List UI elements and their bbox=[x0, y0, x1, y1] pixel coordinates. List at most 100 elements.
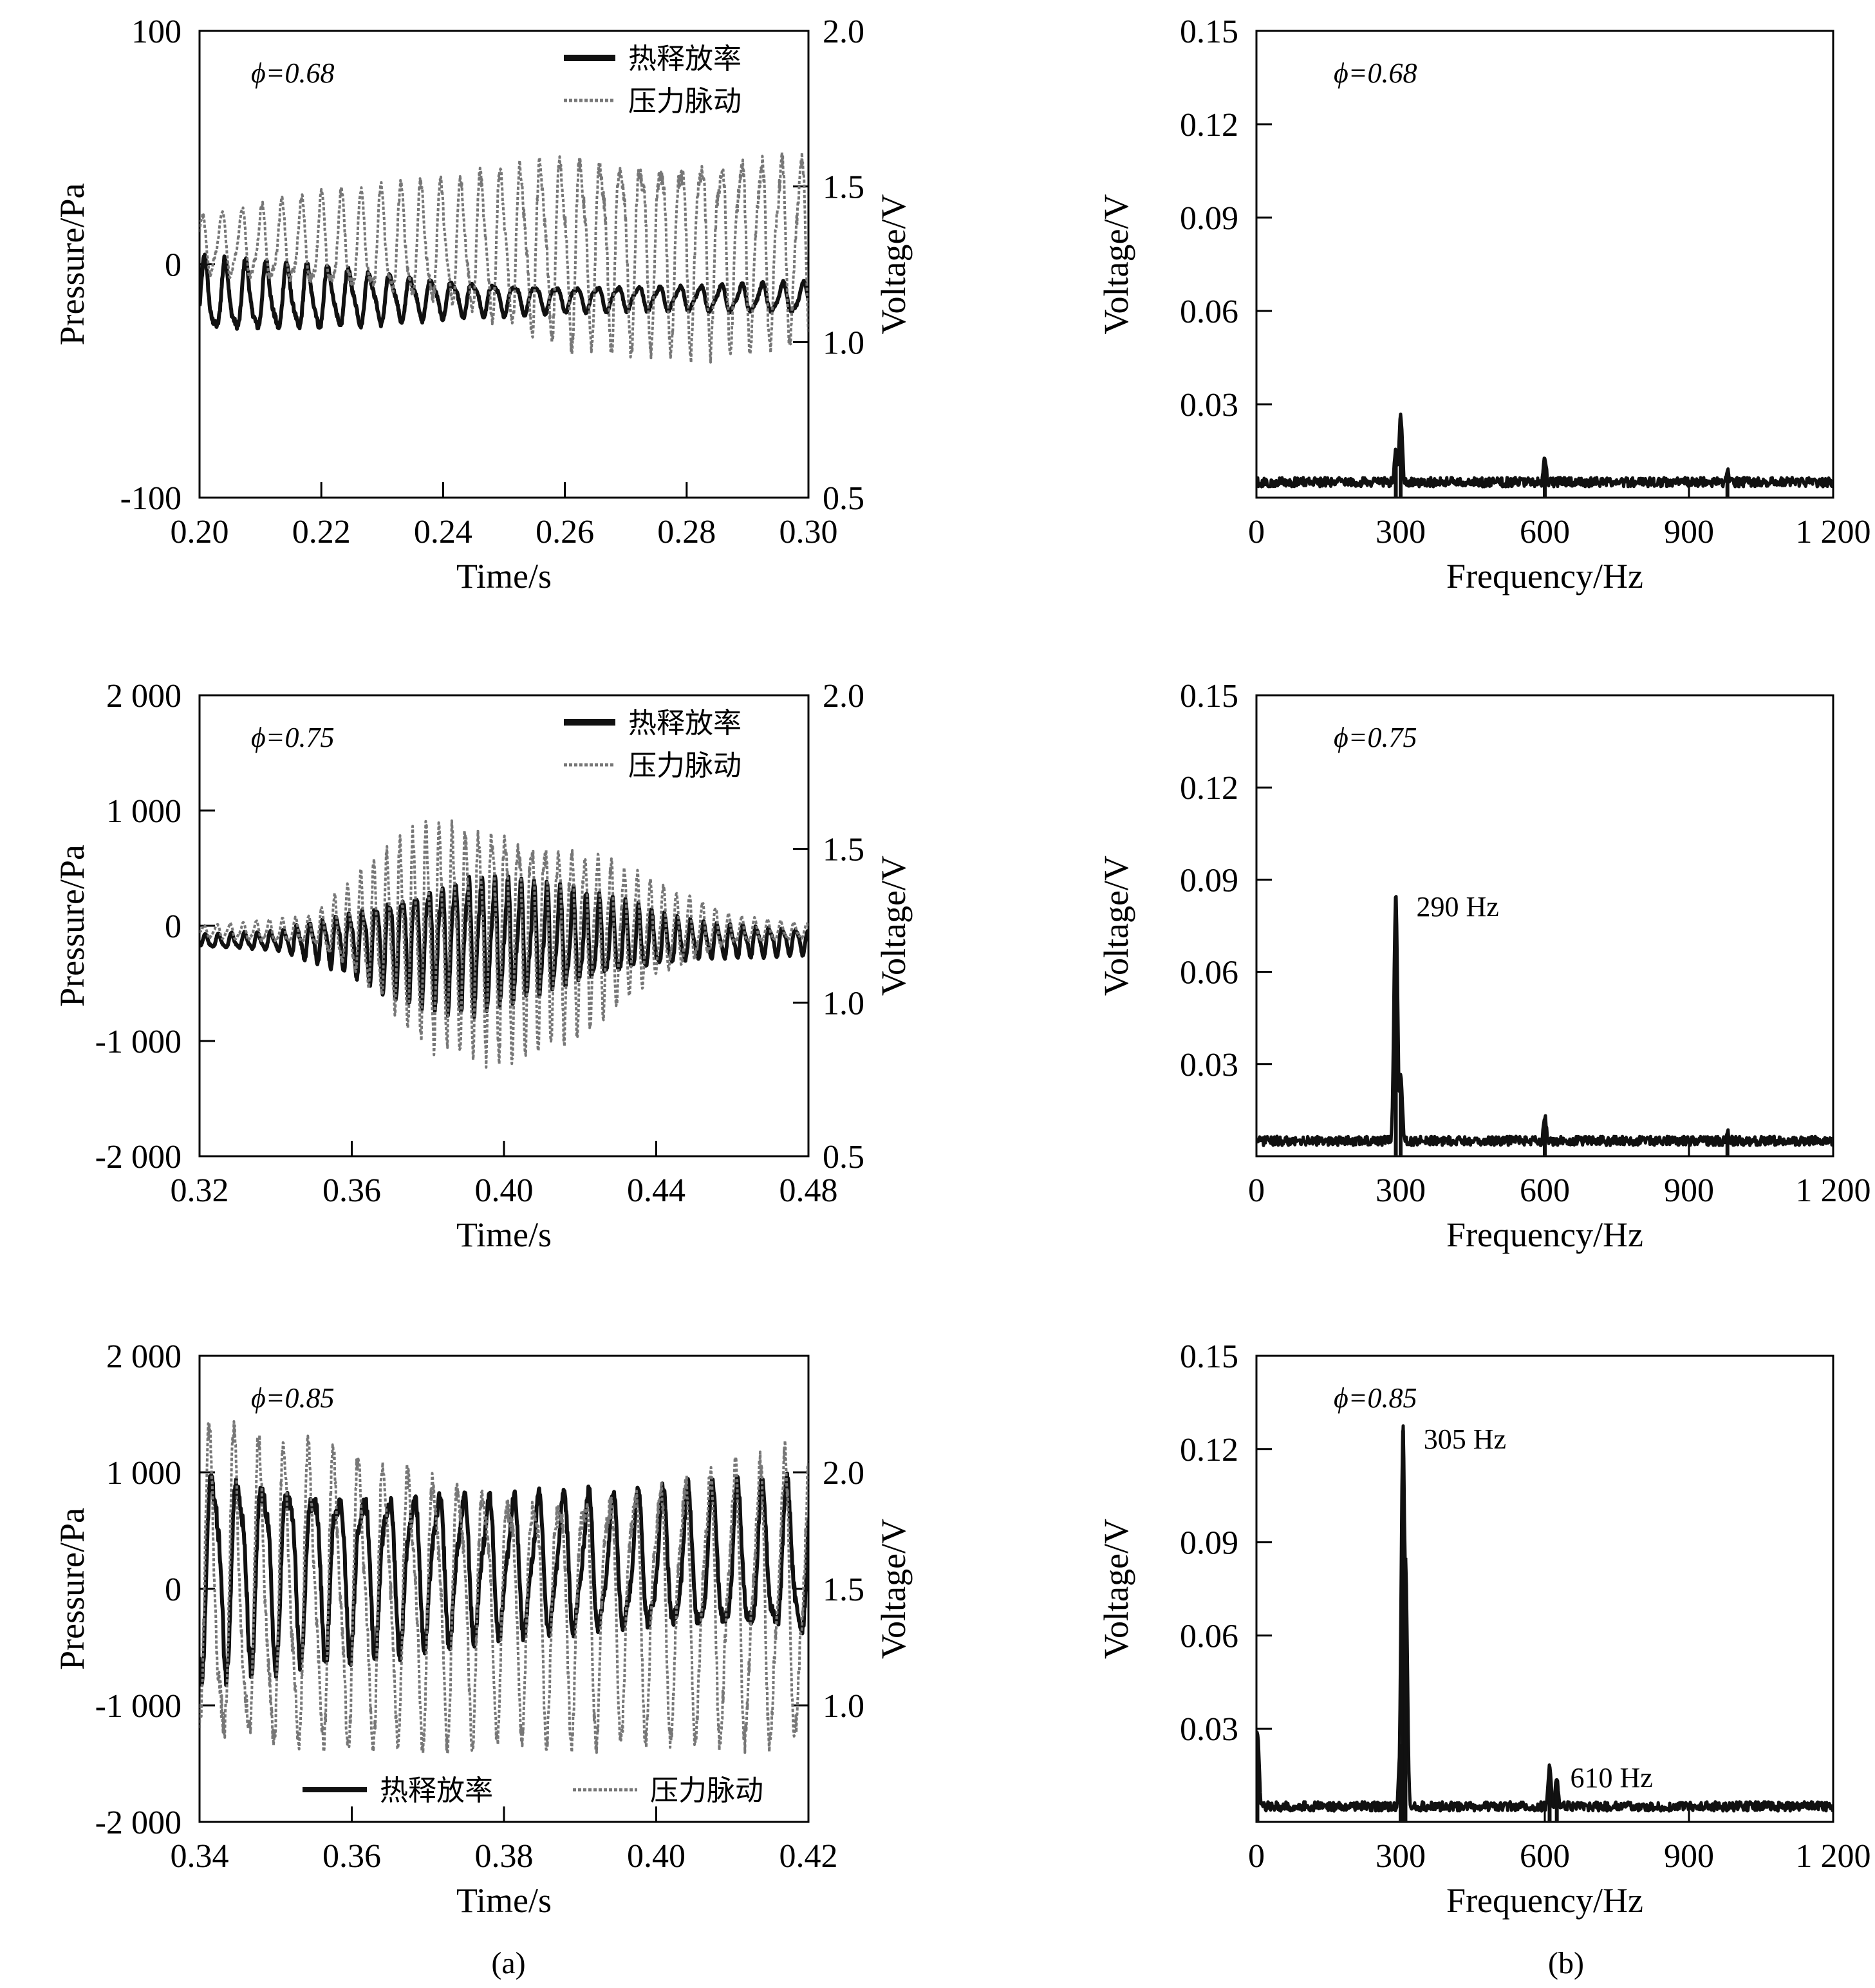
series-line-pressure bbox=[200, 151, 808, 364]
x-tick-label: 0.42 bbox=[779, 1838, 838, 1875]
plot-area bbox=[200, 1420, 808, 1756]
x-tick-label: 0.40 bbox=[475, 1172, 534, 1209]
x-axis-label: Frequency/Hz bbox=[1446, 557, 1643, 595]
x-tick-label: 900 bbox=[1664, 1838, 1714, 1875]
x-tick-label: 600 bbox=[1520, 514, 1570, 550]
x-tick-label: 0 bbox=[1248, 514, 1265, 550]
x-tick-label: 900 bbox=[1664, 1172, 1714, 1209]
x-tick-label: 1 200 bbox=[1796, 514, 1871, 550]
x-tick-label: 0.26 bbox=[536, 514, 594, 550]
phi-label: ϕ=0.75 bbox=[251, 722, 334, 753]
plot-area bbox=[200, 819, 808, 1069]
chart-panel-3: 0.34 0.36 0.38 0.40 0.42 2 000 1 000 0 -1 000 -2 … bbox=[53, 1338, 913, 1920]
y-axis-label: Voltage/V bbox=[1097, 1519, 1135, 1659]
y-tick-label: 0.12 bbox=[1180, 1432, 1238, 1468]
x-tick-label: 300 bbox=[1376, 1838, 1426, 1875]
peak-annotation: 290 Hz bbox=[1417, 891, 1499, 923]
x-tick-label: 0.36 bbox=[322, 1172, 381, 1209]
y-tick-label: 0.09 bbox=[1180, 1525, 1238, 1562]
y2-tick-label: 1.5 bbox=[823, 832, 864, 868]
y-tick-label: 0.03 bbox=[1180, 387, 1238, 424]
x-tick-label: 1 200 bbox=[1796, 1172, 1871, 1209]
legend-label-pressure: 压力脉动 bbox=[628, 750, 742, 782]
phi-label: ϕ=0.85 bbox=[1334, 1382, 1417, 1414]
x-tick-label: 0 bbox=[1248, 1838, 1265, 1875]
y-tick-label: 0.06 bbox=[1180, 1618, 1238, 1655]
x-tick-label: 300 bbox=[1376, 1172, 1426, 1209]
x-tick-label: 0.24 bbox=[414, 514, 472, 550]
phi-label: ϕ=0.85 bbox=[251, 1382, 334, 1414]
legend: 热释放率压力脉动 bbox=[303, 1775, 763, 1806]
y2-tick-label: 0.5 bbox=[823, 480, 864, 517]
y2-tick-label: 0.5 bbox=[823, 1139, 864, 1176]
x-tick-label: 600 bbox=[1520, 1838, 1570, 1875]
x-axis-label: Time/s bbox=[456, 557, 552, 595]
plot-area bbox=[1256, 895, 1833, 1156]
plot-area bbox=[1256, 412, 1833, 498]
chart-panel-4: 0 300 600 900 1 200 0.15 0.12 0.09 0.06 0.03 Frequ… bbox=[1097, 14, 1871, 595]
peak-annotation: 610 Hz bbox=[1570, 1762, 1652, 1794]
y-tick-label: -1 000 bbox=[95, 1024, 182, 1060]
x-tick-label: 900 bbox=[1664, 514, 1714, 550]
x-axis-label: Time/s bbox=[456, 1215, 552, 1254]
x-tick-label: 0.28 bbox=[657, 514, 716, 550]
spectrum-line bbox=[1256, 1424, 1833, 1813]
y-tick-label: 0.03 bbox=[1180, 1711, 1238, 1748]
x-tick-label: 0 bbox=[1248, 1172, 1265, 1209]
y2-tick-label: 2.0 bbox=[823, 678, 864, 715]
y-axis-label: Pressure/Pa bbox=[53, 1508, 91, 1670]
x-tick-label: 0.20 bbox=[171, 514, 229, 550]
y-tick-label: -2 000 bbox=[95, 1139, 182, 1176]
y-tick-label: 0.06 bbox=[1180, 955, 1238, 991]
y-axis-label: Voltage/V bbox=[1097, 856, 1135, 996]
x-tick-label: 0.44 bbox=[627, 1172, 686, 1209]
x-tick-label: 0.30 bbox=[779, 514, 838, 550]
caption-b: (b) bbox=[1548, 1946, 1584, 1980]
y2-tick-label: 2.0 bbox=[823, 14, 864, 50]
y-tick-label: 100 bbox=[131, 14, 182, 50]
phi-label: ϕ=0.75 bbox=[1334, 722, 1417, 753]
x-tick-label: 600 bbox=[1520, 1172, 1570, 1209]
chart-panel-2: 0.32 0.36 0.40 0.44 0.48 2 000 1 000 0 -1 000 -2 … bbox=[53, 678, 913, 1254]
plot-frame bbox=[1255, 30, 1834, 499]
y-tick-label: 0.09 bbox=[1180, 862, 1238, 899]
y2-tick-label: 2.0 bbox=[823, 1455, 864, 1492]
series-line-pressure bbox=[200, 1420, 808, 1756]
y-tick-label: 0.12 bbox=[1180, 107, 1238, 144]
y2-tick-label: 1.5 bbox=[823, 1571, 864, 1608]
x-axis-label: Frequency/Hz bbox=[1446, 1215, 1643, 1254]
x-tick-label: 0.32 bbox=[171, 1172, 229, 1209]
y-tick-label: 0 bbox=[165, 1571, 182, 1608]
y2-tick-label: 1.0 bbox=[823, 985, 864, 1022]
plot-area bbox=[1256, 1424, 1833, 1822]
x-tick-label: 1 200 bbox=[1796, 1838, 1871, 1875]
chart-panel-1: 0.20 0.22 0.24 0.26 0.28 0.30 100 0 -100 2.0 1.5 1.… bbox=[53, 14, 913, 595]
legend-label-pressure: 压力脉动 bbox=[628, 86, 742, 117]
legend-label-heat-release: 热释放率 bbox=[628, 708, 742, 739]
y-tick-label: 0.03 bbox=[1180, 1047, 1238, 1083]
spectrum-line bbox=[1256, 412, 1833, 489]
phi-label: ϕ=0.68 bbox=[251, 57, 334, 89]
x-tick-label: 0.34 bbox=[171, 1838, 229, 1875]
y-tick-label: 0 bbox=[165, 908, 182, 945]
y2-tick-label: 1.0 bbox=[823, 324, 864, 361]
plot-frame bbox=[1255, 694, 1834, 1158]
y-axis-label: Pressure/Pa bbox=[53, 845, 91, 1007]
x-tick-label: 300 bbox=[1376, 514, 1426, 550]
x-axis-label: Frequency/Hz bbox=[1446, 1881, 1643, 1920]
y2-axis-label: Voltage/V bbox=[874, 856, 913, 996]
plot-frame bbox=[1255, 1355, 1834, 1823]
legend-label-pressure: 压力脉动 bbox=[650, 1775, 763, 1806]
y-tick-label: 1 000 bbox=[106, 1455, 182, 1492]
legend-label-heat-release: 热释放率 bbox=[628, 43, 742, 75]
y-tick-label: 0.12 bbox=[1180, 770, 1238, 807]
phi-label: ϕ=0.68 bbox=[1334, 57, 1417, 89]
x-axis-label: Time/s bbox=[456, 1881, 552, 1920]
x-tick-label: 0.48 bbox=[779, 1172, 838, 1209]
plot-area bbox=[200, 151, 808, 364]
y-tick-label: -1 000 bbox=[95, 1688, 182, 1725]
y-axis-label: Voltage/V bbox=[1097, 194, 1135, 335]
y2-axis-label: Voltage/V bbox=[874, 194, 913, 335]
